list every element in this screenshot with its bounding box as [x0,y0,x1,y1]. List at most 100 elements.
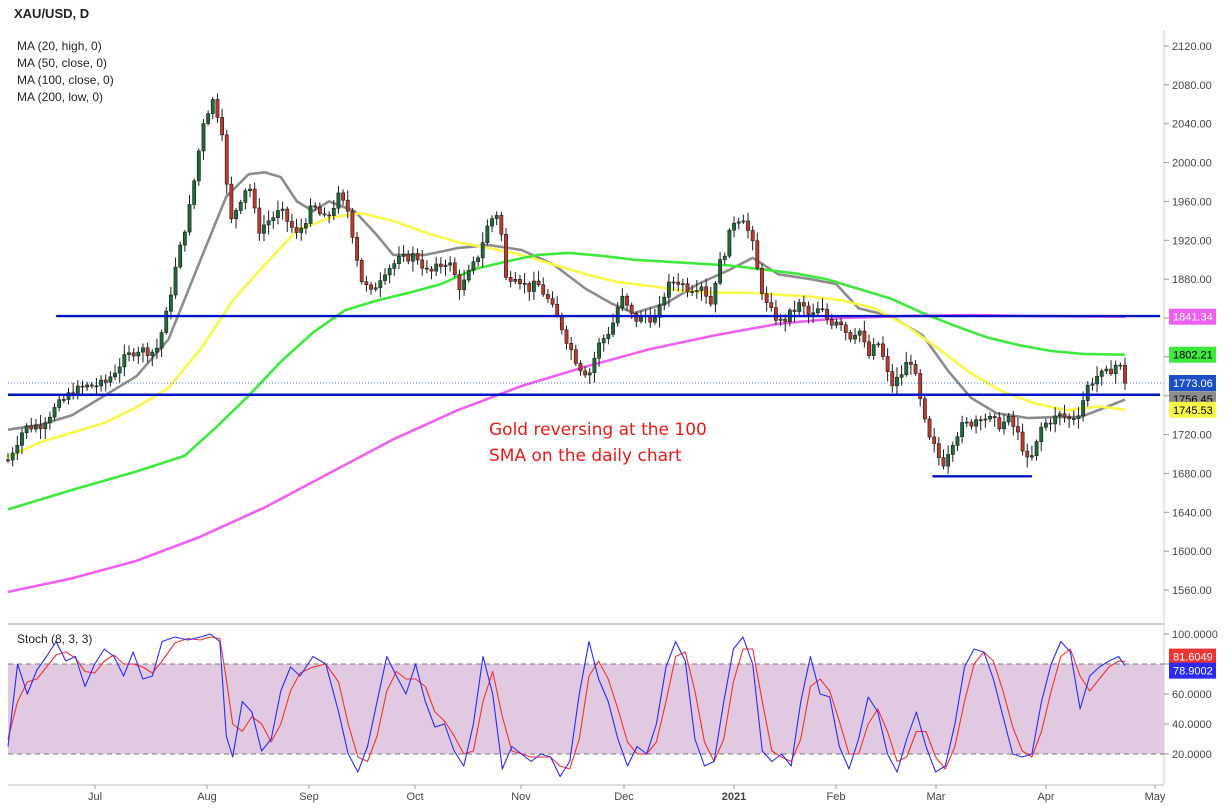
candle-body [569,343,574,351]
stoch-tag-label: 78.9002 [1173,666,1213,678]
candle-body [327,214,332,217]
candle-body [1099,370,1104,377]
ma-legend-20[interactable]: MA (20, high, 0) [17,39,102,53]
candle-body [1076,415,1081,419]
candle-body [564,329,569,344]
candle-body [94,385,99,388]
candle-body [196,150,201,182]
time-tick-label: Sep [299,791,319,803]
candle-body [848,332,853,340]
time-tick-label: Dec [614,791,634,803]
candle-body [1104,368,1109,372]
candle-body [127,352,131,355]
candle-body [1053,415,1058,425]
candle-body [764,293,769,303]
candle-body [620,295,625,308]
ma-legend-50[interactable]: MA (50, close, 0) [17,56,107,70]
candle-body [732,222,736,231]
candle-body [1062,413,1067,418]
candle-body [303,223,308,229]
candle-body [345,199,350,212]
candle-body [271,217,276,222]
stochastic-levels [8,663,1164,755]
stoch-tick-label: 20.0000 [1172,749,1212,761]
price-tag [1169,401,1216,418]
candle-body [527,283,532,292]
candle-body [206,113,211,124]
horizontal-lines[interactable] [8,314,1164,478]
candle-body [290,221,294,228]
time-tick-label: May [1145,791,1166,803]
candle-body [741,220,746,223]
candle-body [336,192,341,209]
candle-body [815,308,820,314]
candle-body [141,347,145,353]
candle-body [150,351,155,356]
candle-body [708,295,713,305]
candle-body [57,399,62,408]
candle-body [890,371,895,387]
candle-body [666,281,671,298]
candle-body [653,317,657,323]
stoch-tick-label: 40.0000 [1172,719,1212,731]
candle-body [867,341,871,356]
candle-body [964,421,969,424]
candle-body [452,262,457,275]
candle-body [136,351,141,357]
candle-body [424,267,429,270]
candle-body [1011,416,1016,427]
candle-body [238,201,243,211]
stoch-title[interactable]: Stoch (8, 3, 3) [17,632,92,646]
candle-body [1020,431,1025,452]
candle-body [811,312,816,315]
candle-body [843,324,848,333]
stoch-tag [1169,662,1216,679]
candle-body [494,215,499,219]
candlesticks [6,93,1127,474]
candle-body [355,236,359,261]
candle-body [448,262,453,266]
candle-body [792,309,797,312]
candle-body [443,264,448,267]
candle-body [736,221,741,224]
candle-body [820,308,825,311]
price-tick-label: 2080.00 [1172,80,1212,92]
candle-body [1081,400,1086,417]
candle-body [243,190,248,203]
candle-body [359,260,364,283]
candle-body [839,321,843,326]
ma-legend-100[interactable]: MA (100, close, 0) [17,73,114,87]
candle-body [462,279,467,291]
candle-body [895,376,899,387]
price-tick-label: 1600.00 [1172,546,1212,558]
candle-body [629,304,634,314]
time-tick-label: Mar [927,791,946,803]
stochastic-pane[interactable] [7,633,1164,778]
candle-body [1030,455,1034,458]
price-tick-label: 2000.00 [1172,158,1212,170]
moving-average-lines [7,171,1126,594]
candle-body [648,316,653,323]
price-pane[interactable] [6,93,1164,594]
time-axis[interactable]: Jul Aug Sep Oct Nov Dec 2021 Feb Mar Apr May [8,784,1166,803]
ma-legend-200[interactable]: MA (200, low, 0) [17,90,103,104]
candle-body [476,257,480,263]
candle-body [215,99,220,118]
candle-body [960,422,965,438]
candle-body [955,436,960,446]
candle-body [513,278,518,282]
candle-body [746,220,750,231]
candle-body [592,357,597,374]
candle-body [932,436,937,444]
candle-body [257,207,262,234]
candle-body [113,372,117,378]
candle-body [373,287,378,290]
candle-body [47,416,52,424]
price-tag-label: 1802.21 [1173,350,1213,362]
candle-body [1057,413,1062,417]
candle-body [210,99,215,114]
price-tick-label: 1960.00 [1172,196,1212,208]
candle-body [774,307,778,321]
candle-body [108,376,113,383]
